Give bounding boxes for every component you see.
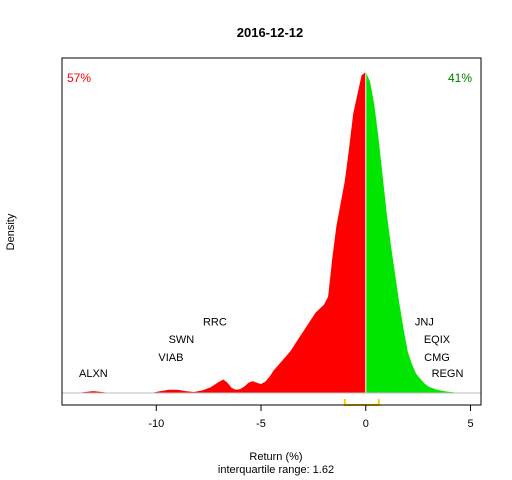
chart-title: 2016-12-12 [237, 25, 304, 40]
x-axis-label: Return (%) [249, 451, 302, 463]
ticker-label: CMG [424, 352, 450, 364]
ticker-label: RRC [203, 317, 227, 329]
iqr-bracket [343, 399, 380, 406]
x-tick-label: 5 [467, 418, 473, 430]
ticker-label: SWN [169, 334, 195, 346]
iqr-subtitle: interquartile range: 1.62 [218, 464, 334, 476]
x-tick-label: -5 [256, 418, 266, 430]
ticker-label: VIAB [158, 352, 183, 364]
ticker-annotations: ALXN VIAB SWN RRC JNJ EQIX CMG REGN [79, 317, 463, 380]
x-tick-label: 0 [363, 418, 369, 430]
negative-percentage-label: 57% [67, 71, 91, 85]
plot-frame [61, 57, 482, 406]
x-tick-label: -10 [148, 418, 164, 430]
positive-density-area [365, 72, 460, 393]
ticker-label: ALXN [79, 368, 108, 380]
ticker-label: EQIX [424, 334, 451, 346]
ticker-label: REGN [432, 368, 464, 380]
y-axis-label: Density [5, 213, 17, 250]
negative-density-area [76, 72, 366, 393]
plot-area: ALXN VIAB SWN RRC JNJ EQIX CMG REGN [62, 72, 481, 406]
ticker-label: JNJ [415, 317, 434, 329]
positive-percentage-label: 41% [448, 71, 472, 85]
x-axis: -10 -5 0 5 [148, 404, 474, 430]
